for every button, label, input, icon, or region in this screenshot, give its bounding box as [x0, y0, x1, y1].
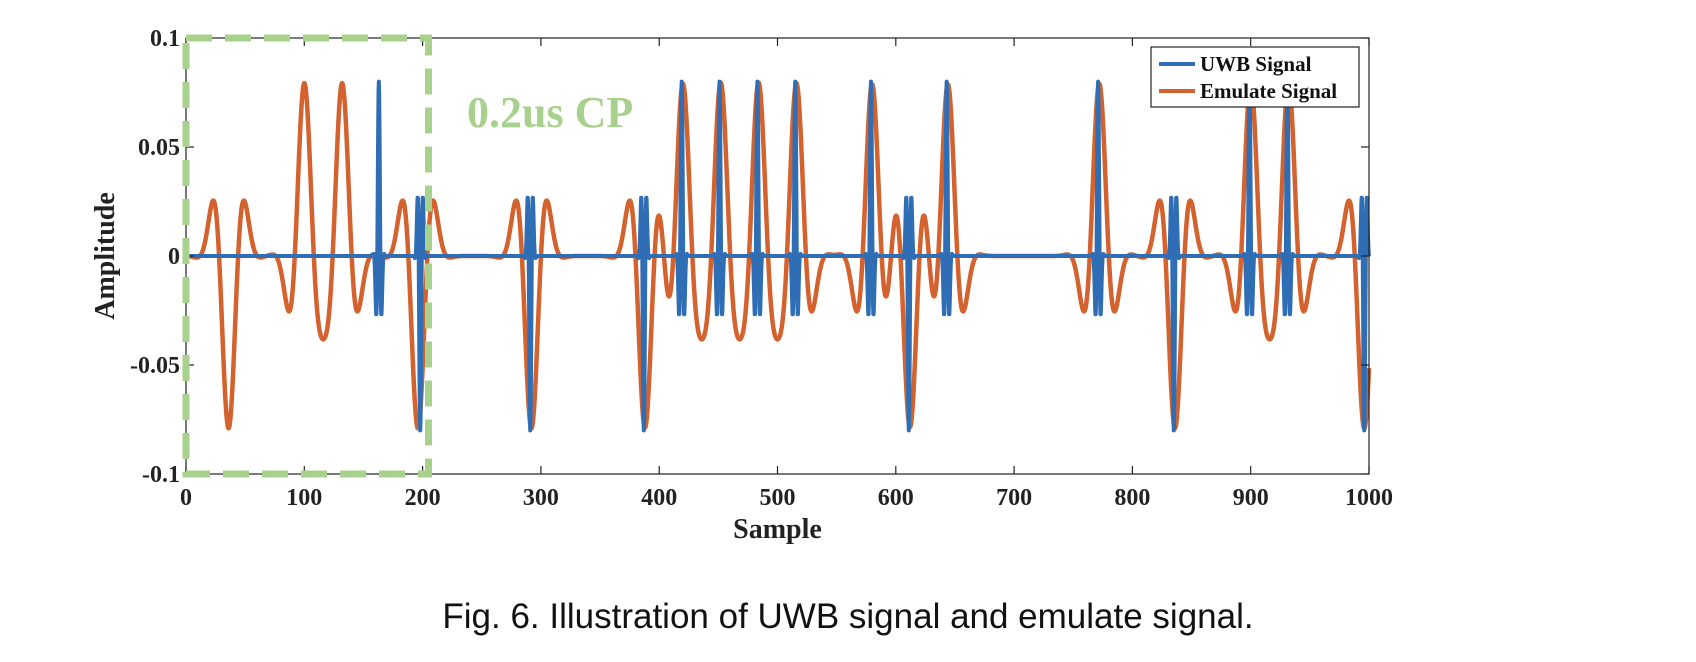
- x-tick-label: 400: [641, 485, 677, 511]
- tick-layer: 0 100 200 300 400 500 600 700 800 900 1000 -0.1 -0.0…: [130, 26, 1393, 511]
- legend-label-emulate: Emulate Signal: [1200, 79, 1337, 103]
- y-axis-title: Amplitude: [90, 192, 121, 320]
- x-tick-label: 1000: [1345, 485, 1393, 511]
- x-tick-label: 300: [523, 485, 559, 511]
- cp-annotation: 0.2us CP: [467, 88, 633, 137]
- legend: UWB Signal Emulate Signal: [1150, 46, 1360, 108]
- cp-region-box: [182, 34, 433, 478]
- y-tick-label: -0.1: [142, 462, 180, 488]
- x-tick-label: 600: [878, 485, 914, 511]
- x-tick-label: 500: [760, 485, 796, 511]
- y-tick-label: -0.05: [130, 353, 180, 379]
- y-tick-label: 0.1: [150, 26, 180, 52]
- signal-chart: 0 100 200 300 400 500 600 700 800 900 1000 -0.1 -0.0…: [90, 26, 1393, 545]
- x-tick-label: 100: [286, 485, 322, 511]
- x-axis-title: Sample: [733, 514, 822, 545]
- legend-box: [1150, 46, 1360, 108]
- legend-label-uwb: UWB Signal: [1200, 52, 1312, 76]
- x-tick-label: 200: [405, 485, 441, 511]
- x-tick-label: 0: [180, 485, 192, 511]
- series-layer: [184, 79, 1372, 433]
- x-tick-label: 700: [996, 485, 1032, 511]
- x-tick-label: 900: [1233, 485, 1269, 511]
- y-tick-label: 0: [168, 244, 180, 270]
- series-uwb-line: [184, 79, 1371, 433]
- figure-caption: Fig. 6. Illustration of UWB signal and e…: [442, 597, 1254, 636]
- x-tick-label: 800: [1114, 485, 1150, 511]
- y-tick-label: 0.05: [138, 135, 180, 161]
